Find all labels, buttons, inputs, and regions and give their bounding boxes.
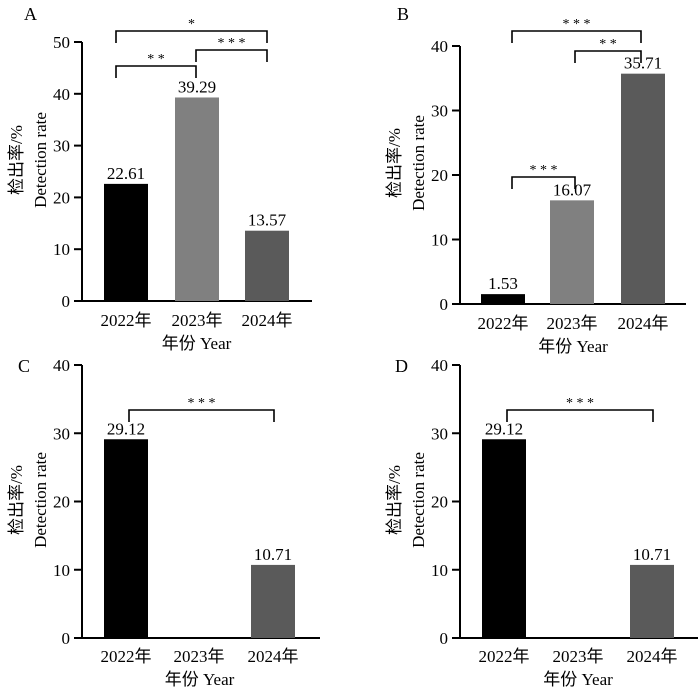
y-tick-label: 10 <box>53 561 70 580</box>
x-tick-label: 2023年 <box>553 647 604 666</box>
x-tick-label: 2023年 <box>174 647 225 666</box>
x-axis-label: 年份 Year <box>162 334 232 353</box>
y-axis-label: 检出率/% Detection rate <box>385 115 428 211</box>
y-tick-label: 10 <box>431 231 448 250</box>
bar-value-label: 1.53 <box>488 274 518 293</box>
y-tick-label: 30 <box>53 137 70 156</box>
bar-value-label: 29.12 <box>485 419 523 438</box>
x-tick-label: 2022年 <box>478 314 529 333</box>
y-tick-label: 50 <box>53 33 70 52</box>
panel-label: C <box>18 356 30 376</box>
x-axis-label: 年份 Year <box>543 670 613 689</box>
x-tick-label: 2024年 <box>627 647 678 666</box>
y-tick-label: 30 <box>431 424 448 443</box>
bar-2022 <box>481 294 525 304</box>
y-axis-label-en: Detection rate <box>409 452 428 548</box>
y-tick-label: 40 <box>53 85 70 104</box>
bar-2022 <box>104 439 148 638</box>
panel-a: A 0 10 20 30 40 50 检出率/% Detection rate 22.61 2022… <box>7 4 312 353</box>
x-axis-label: 年份 Year <box>165 670 235 689</box>
significance-label: * * <box>599 37 617 52</box>
y-tick-label: 20 <box>431 166 448 185</box>
x-tick-label: 2022年 <box>101 311 152 330</box>
bar-2023 <box>550 200 594 304</box>
bar-value-label: 35.71 <box>624 54 662 73</box>
x-tick-label: 2024年 <box>618 314 669 333</box>
y-axis-label-cn: 检出率/% <box>7 125 26 195</box>
y-axis-label-en: Detection rate <box>409 115 428 211</box>
y-tick-label: 0 <box>62 629 71 648</box>
y-axis-label-en: Detection rate <box>31 452 50 548</box>
bar-2023 <box>175 97 219 301</box>
panel-label: A <box>24 4 37 24</box>
significance-bracket <box>574 50 642 63</box>
significance-bracket <box>128 409 275 422</box>
y-tick-label: 40 <box>53 356 70 375</box>
significance-bracket <box>115 30 268 43</box>
x-tick-label: 2022年 <box>479 647 530 666</box>
bar-2024 <box>251 564 295 638</box>
panel-c: C 0 10 20 30 40 检出率/% Detection rate 29.12 2022年 2… <box>7 356 320 689</box>
bar-value-label: 39.29 <box>178 77 216 96</box>
significance-label: * * * <box>563 17 591 32</box>
y-axis-label-en: Detection rate <box>31 112 50 208</box>
x-tick-label: 2024年 <box>248 647 299 666</box>
panel-label: D <box>395 356 408 376</box>
x-axis-label: 年份 Year <box>538 337 608 356</box>
bar-2024 <box>245 230 289 301</box>
x-tick-label: 2023年 <box>172 311 223 330</box>
y-tick-label: 10 <box>53 240 70 259</box>
significance-label: * * * <box>530 163 558 178</box>
y-tick-label: 30 <box>53 424 70 443</box>
bar-2022 <box>482 439 526 638</box>
y-tick-label: 40 <box>431 356 448 375</box>
y-tick-label: 30 <box>431 102 448 121</box>
x-tick-label: 2023年 <box>547 314 598 333</box>
y-axis-label-cn: 检出率/% <box>385 128 404 198</box>
bar-value-label: 13.57 <box>248 211 287 230</box>
significance-bracket <box>195 49 268 62</box>
significance-label: * * <box>147 52 165 67</box>
significance-label: * * * <box>218 36 246 51</box>
bar-value-label: 29.12 <box>107 419 145 438</box>
y-tick-label: 0 <box>440 629 449 648</box>
bar-value-label: 10.71 <box>254 545 292 564</box>
panel-d: D 0 10 20 30 40 检出率/% Detection rate 29.12 2022年 2… <box>385 356 698 689</box>
significance-bracket <box>506 409 654 422</box>
panel-b: B 0 10 20 30 40 检出率/% Detection rate 1.53 2022年 16… <box>385 4 686 356</box>
y-axis-label: 检出率/% Detection rate <box>385 452 428 548</box>
y-axis-label-cn: 检出率/% <box>7 465 26 535</box>
y-tick-label: 0 <box>62 292 71 311</box>
y-axis-label: 检出率/% Detection rate <box>7 452 50 548</box>
x-tick-label: 2024年 <box>242 311 293 330</box>
y-tick-label: 10 <box>431 561 448 580</box>
y-tick-label: 20 <box>53 188 70 207</box>
bar-2022 <box>104 183 148 301</box>
significance-bracket <box>115 65 197 78</box>
y-tick-label: 20 <box>53 493 70 512</box>
bar-value-label: 16.07 <box>553 180 592 199</box>
significance-label: * <box>188 17 195 32</box>
y-tick-label: 20 <box>431 493 448 512</box>
significance-bracket <box>511 176 576 189</box>
y-axis-label: 检出率/% Detection rate <box>7 112 50 208</box>
bar-2024 <box>630 564 674 638</box>
y-tick-label: 0 <box>440 295 449 314</box>
bar-2024 <box>621 73 665 304</box>
bar-value-label: 10.71 <box>633 545 671 564</box>
y-axis-label-cn: 检出率/% <box>385 465 404 535</box>
significance-label: * * * <box>566 396 594 411</box>
panel-label: B <box>397 4 409 24</box>
significance-label: * * * <box>188 396 216 411</box>
x-tick-label: 2022年 <box>101 647 152 666</box>
y-tick-label: 40 <box>431 37 448 56</box>
significance-bracket <box>511 30 642 43</box>
bar-value-label: 22.61 <box>107 164 145 183</box>
